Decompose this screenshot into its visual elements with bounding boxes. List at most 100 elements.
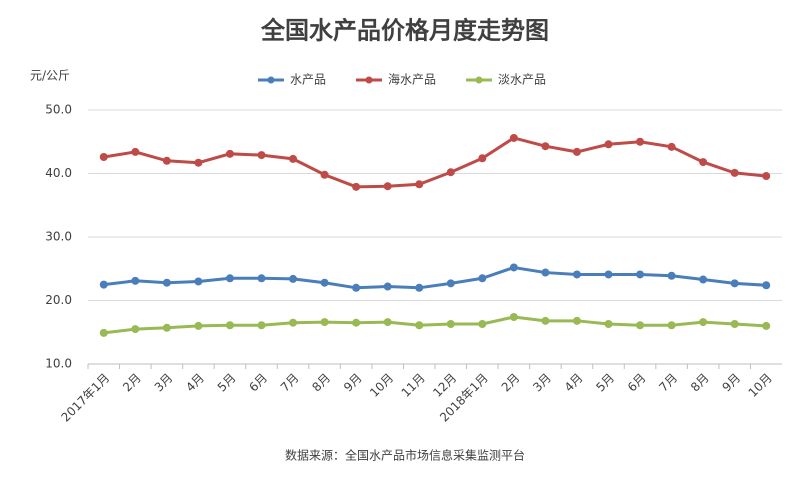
data-point bbox=[352, 283, 361, 292]
x-tick-label: 11月 bbox=[399, 371, 428, 400]
x-tick-label: 9月 bbox=[341, 371, 365, 395]
data-point bbox=[636, 321, 645, 330]
data-point bbox=[730, 319, 739, 328]
data-point bbox=[257, 321, 266, 330]
data-point bbox=[572, 270, 581, 279]
data-point bbox=[541, 142, 550, 151]
data-point bbox=[636, 137, 645, 146]
data-point bbox=[131, 276, 140, 285]
data-point bbox=[225, 321, 234, 330]
data-point bbox=[699, 158, 708, 167]
x-tick-label: 2月 bbox=[499, 371, 523, 395]
data-point bbox=[478, 319, 487, 328]
data-point bbox=[572, 316, 581, 325]
data-point bbox=[667, 271, 676, 280]
y-tick-label: 50.0 bbox=[45, 103, 72, 117]
data-point bbox=[320, 318, 329, 327]
x-tick-label: 8月 bbox=[309, 371, 333, 395]
data-point bbox=[352, 318, 361, 327]
data-point bbox=[667, 321, 676, 330]
y-tick-label: 30.0 bbox=[45, 230, 72, 244]
data-point bbox=[289, 318, 298, 327]
x-tick-label: 7月 bbox=[656, 371, 680, 395]
y-tick-label: 20.0 bbox=[45, 293, 72, 307]
data-point bbox=[99, 280, 108, 289]
data-point bbox=[131, 147, 140, 156]
x-tick-label: 4月 bbox=[562, 371, 586, 395]
data-point bbox=[762, 281, 771, 290]
data-point bbox=[730, 279, 739, 288]
data-point bbox=[383, 318, 392, 327]
data-point bbox=[194, 321, 203, 330]
x-tick-label: 6月 bbox=[625, 371, 649, 395]
legend-label: 海水产品 bbox=[388, 72, 436, 87]
data-point bbox=[604, 319, 613, 328]
data-point bbox=[478, 274, 487, 283]
data-point bbox=[730, 168, 739, 177]
x-tick-label: 10月 bbox=[367, 371, 396, 400]
data-point bbox=[604, 270, 613, 279]
data-point bbox=[699, 275, 708, 284]
legend-label: 淡水产品 bbox=[498, 73, 546, 87]
x-tick-label: 5月 bbox=[215, 371, 239, 395]
data-point bbox=[446, 168, 455, 177]
data-point bbox=[636, 270, 645, 279]
data-point bbox=[541, 316, 550, 325]
series-line bbox=[103, 315, 767, 335]
y-axis-label: 元/公斤 bbox=[30, 69, 70, 83]
legend-marker bbox=[267, 76, 275, 84]
x-tick-label: 6月 bbox=[246, 371, 270, 395]
data-point bbox=[320, 278, 329, 287]
x-tick-label: 8月 bbox=[688, 371, 712, 395]
data-point bbox=[225, 274, 234, 283]
legend-marker bbox=[475, 76, 483, 84]
data-point bbox=[257, 151, 266, 160]
data-point bbox=[99, 328, 108, 337]
legend-marker bbox=[365, 76, 373, 84]
series-line bbox=[103, 265, 767, 290]
data-point bbox=[194, 277, 203, 286]
y-tick-label: 10.0 bbox=[45, 357, 72, 371]
data-point bbox=[478, 154, 487, 163]
chart-title: 全国水产品价格月度走势图 bbox=[260, 16, 549, 45]
x-tick-label: 2月 bbox=[120, 371, 144, 395]
data-point bbox=[257, 274, 266, 283]
data-point bbox=[320, 170, 329, 179]
data-point bbox=[509, 263, 518, 272]
data-point bbox=[194, 158, 203, 167]
data-point bbox=[99, 152, 108, 161]
data-point bbox=[572, 147, 581, 156]
data-point bbox=[415, 180, 424, 189]
x-tick-label: 7月 bbox=[278, 371, 302, 395]
data-point bbox=[446, 319, 455, 328]
data-point bbox=[509, 133, 518, 142]
data-point bbox=[225, 149, 234, 158]
data-point bbox=[446, 279, 455, 288]
x-tick-label: 10月 bbox=[746, 371, 775, 400]
x-tick-label: 3月 bbox=[530, 371, 554, 395]
data-point bbox=[604, 140, 613, 149]
data-point bbox=[162, 278, 171, 287]
data-point bbox=[667, 142, 676, 151]
series-line bbox=[103, 136, 767, 189]
data-point bbox=[289, 154, 298, 163]
data-point bbox=[762, 321, 771, 330]
data-point bbox=[541, 268, 550, 277]
data-point bbox=[699, 318, 708, 327]
x-tick-label: 5月 bbox=[593, 371, 617, 395]
x-tick-label: 9月 bbox=[719, 371, 743, 395]
data-point bbox=[162, 156, 171, 165]
x-tick-label: 3月 bbox=[152, 371, 176, 395]
x-tick-label: 2017年1月 bbox=[58, 371, 112, 425]
data-point bbox=[131, 325, 140, 334]
source-note: 数据来源：全国水产品市场信息采集监测平台 bbox=[285, 448, 525, 463]
data-point bbox=[415, 321, 424, 330]
data-point bbox=[383, 182, 392, 191]
data-point bbox=[762, 172, 771, 181]
data-point bbox=[509, 313, 518, 322]
data-point bbox=[415, 283, 424, 292]
data-point bbox=[352, 182, 361, 191]
data-point bbox=[289, 274, 298, 283]
y-tick-label: 40.0 bbox=[45, 166, 72, 180]
